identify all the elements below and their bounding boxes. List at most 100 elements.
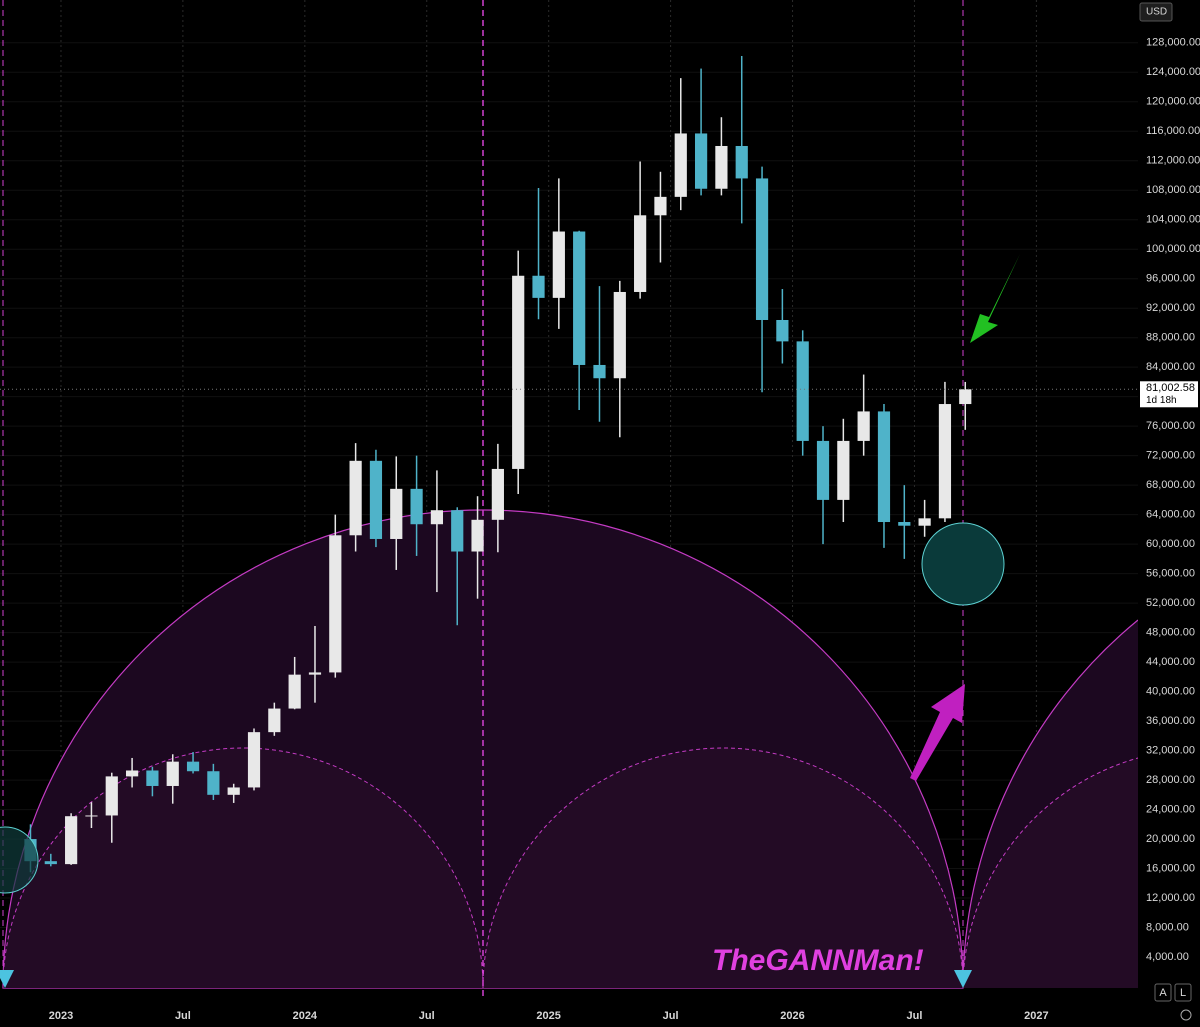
candle-body [796, 341, 809, 441]
y-tick-label: 104,000.00 [1146, 214, 1200, 226]
candle-body [125, 770, 139, 777]
candle-body [694, 133, 708, 189]
x-tick-label: 2025 [536, 1010, 560, 1022]
candle-body [918, 518, 931, 526]
x-tick-label: Jul [663, 1010, 679, 1022]
x-tick-label: 2024 [293, 1010, 318, 1022]
last-price-label: 81,002.58 [1146, 382, 1195, 394]
candle-body [715, 145, 728, 189]
y-tick-label: 88,000.00 [1146, 332, 1195, 344]
button-label[interactable]: L [1180, 987, 1186, 999]
x-tick-label: 2026 [780, 1010, 804, 1022]
button[interactable] [1174, 983, 1192, 1002]
y-tick-label: 108,000.00 [1146, 184, 1200, 196]
y-tick-label: 20,000.00 [1146, 833, 1195, 845]
marker [0, 970, 14, 988]
candle-body [959, 389, 972, 405]
y-tick-label: 76,000.00 [1146, 420, 1195, 432]
candle-body [65, 816, 78, 865]
y-tick-label: 84,000.00 [1146, 361, 1195, 373]
candle-body [735, 145, 748, 179]
candle-body [512, 275, 525, 469]
settings-icon[interactable] [1180, 1009, 1192, 1021]
y-tick-label: 124,000.00 [1146, 66, 1200, 78]
candle-body [247, 732, 261, 788]
candle-body [552, 231, 565, 298]
candle-body [755, 178, 769, 320]
y-tick-label: 72,000.00 [1146, 450, 1195, 462]
annotations: TheGANNMan! [0, 254, 1020, 988]
candle-body [207, 771, 220, 795]
x-tick-label: 2023 [49, 1010, 73, 1022]
x-tick-label: Jul [419, 1010, 435, 1022]
candle-body [369, 460, 383, 539]
candle-body [837, 440, 850, 500]
axes: 4,000.00 8,000.00 12,000.00 16,000.00 20,000… [0, 37, 1200, 1022]
candle-body [573, 231, 586, 365]
y-tick-label: 120,000.00 [1146, 96, 1200, 108]
watermark: TheGANNMan! [712, 944, 924, 977]
y-tick-label: 60,000.00 [1146, 538, 1195, 550]
currency-box [1139, 2, 1173, 22]
candle-body [166, 761, 179, 786]
candle-body [451, 510, 464, 552]
gann-arcs [2, 0, 1139, 1000]
candle-body [654, 196, 667, 216]
y-tick-label: 36,000.00 [1146, 715, 1195, 727]
candle-body [85, 815, 98, 817]
candle-body [308, 672, 322, 675]
candle-body [898, 522, 911, 526]
candle-body [613, 291, 626, 379]
candle-body [227, 787, 240, 795]
button[interactable] [1154, 983, 1172, 1002]
marker [954, 970, 972, 988]
y-tick-label: 128,000.00 [1146, 37, 1200, 49]
y-tick-label: 112,000.00 [1146, 155, 1200, 167]
candles [24, 56, 972, 873]
candle-body [938, 404, 952, 519]
candle-body [186, 761, 200, 772]
candle-body [44, 861, 57, 865]
candle-body [349, 460, 362, 536]
y-tick-label: 28,000.00 [1146, 774, 1195, 786]
arc [962, 619, 1139, 989]
x-tick-label: Jul [907, 1010, 923, 1022]
candle-body [857, 411, 870, 441]
candle-body [816, 440, 830, 500]
candle-body [268, 708, 281, 733]
countdown: 1d 18h [1146, 395, 1177, 406]
y-tick-label: 68,000.00 [1146, 479, 1195, 491]
y-tick-label: 4,000.00 [1146, 951, 1189, 963]
y-tick-label: 52,000.00 [1146, 597, 1195, 609]
arrow [910, 684, 965, 781]
last-price-box [1140, 381, 1198, 408]
y-tick-label: 32,000.00 [1146, 744, 1195, 756]
y-tick-label: 24,000.00 [1146, 803, 1195, 815]
highlight-circle [921, 522, 1005, 606]
arc [963, 758, 1138, 988]
button-label[interactable]: A [1159, 987, 1167, 999]
candle-body [410, 488, 423, 525]
candle-body [146, 770, 159, 786]
currency: USD [1146, 7, 1167, 18]
candle-body [491, 468, 504, 520]
y-tick-label: 8,000.00 [1146, 921, 1189, 933]
candle-body [471, 519, 484, 552]
y-tick-label: 92,000.00 [1146, 302, 1195, 314]
candle-body [593, 364, 606, 379]
candle-body [674, 133, 687, 197]
y-tick-label: 16,000.00 [1146, 862, 1195, 874]
x-tick-label: Jul [175, 1010, 191, 1022]
y-tick-label: 96,000.00 [1146, 273, 1195, 285]
price-axis-panel [1138, 0, 1200, 1027]
y-tick-label: 116,000.00 [1146, 125, 1200, 137]
y-tick-label: 100,000.00 [1146, 243, 1200, 255]
y-tick-label: 64,000.00 [1146, 509, 1195, 521]
arc [962, 757, 1139, 989]
y-tick-label: 44,000.00 [1146, 656, 1195, 668]
candle-body [288, 674, 301, 709]
candle-body [634, 215, 647, 292]
y-tick-label: 40,000.00 [1146, 686, 1195, 698]
arc [482, 747, 964, 989]
